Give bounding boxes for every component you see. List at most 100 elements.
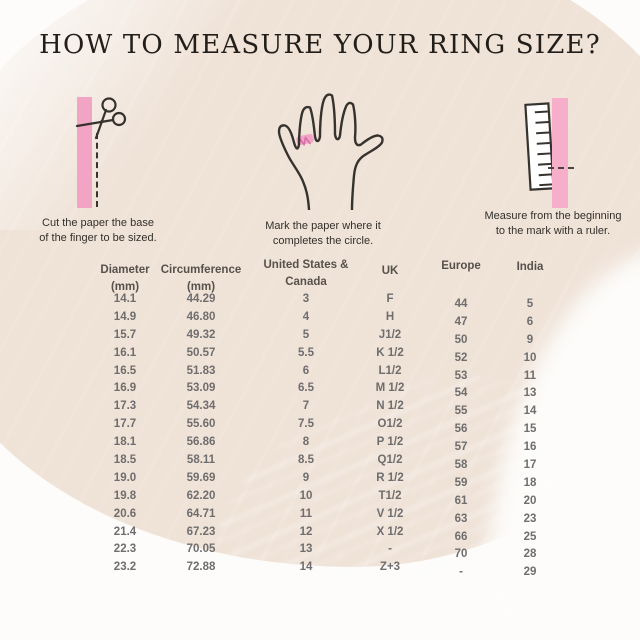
table-cell: 66 — [454, 530, 468, 543]
table-cell: N 1/2 — [376, 400, 404, 413]
table-cell: - — [459, 566, 463, 579]
table-cell: 28 — [523, 548, 537, 561]
table-cell: 5 — [526, 298, 534, 310]
table-cell: H — [385, 310, 395, 323]
table-cell: 59 — [454, 476, 468, 489]
page-title: HOW TO MEASURE YOUR RING SIZE? — [39, 30, 601, 60]
table-cell: 21.4 — [113, 525, 137, 538]
table-cell: 18.5 — [113, 454, 137, 467]
table-cell: 51.83 — [186, 364, 216, 377]
table-cell: 9 — [526, 333, 534, 346]
table-cell: 44.29 — [186, 293, 216, 305]
table-cell: 3 — [302, 293, 310, 305]
table-column-header: India — [516, 261, 544, 273]
table-cell: 62.20 — [186, 489, 216, 502]
table-cell: 46.80 — [186, 310, 216, 323]
table-cell: 17.3 — [113, 400, 137, 413]
cut-dashed-line — [96, 133, 98, 207]
table-cell: 47 — [454, 315, 468, 328]
table-cell: 6 — [302, 364, 310, 377]
table-cell: 19.0 — [113, 471, 137, 484]
table-cell: M 1/2 — [375, 382, 405, 395]
table-cell: 13 — [299, 543, 313, 556]
table-cell: 44 — [454, 298, 468, 310]
table-cell: L1/2 — [378, 364, 402, 377]
step-caption-cut: Cut the paper the base of the finger to … — [39, 217, 157, 244]
table-column-cells: F H J1/2 K 1/2 L1/2 M 1/2 N 1/2 O1/2 P 1/2 Q1/2 R … — [335, 291, 445, 577]
table-column-header: United States & Canada — [263, 259, 349, 288]
step-caption-measure: Measure from the beginning to the mark w… — [484, 210, 622, 237]
table-cell: 56.86 — [186, 436, 216, 449]
table-cell: 15 — [523, 423, 537, 436]
table-cell: 14.1 — [113, 293, 137, 305]
table-cell: 7 — [302, 400, 310, 413]
table-cell: 9 — [302, 471, 310, 484]
table-cell: 67.23 — [186, 525, 216, 538]
table-cell: 22.3 — [113, 543, 137, 556]
table-cell: 16 — [523, 441, 537, 454]
table-column-cells: 14.1 14.9 15.7 16.1 16.5 16.9 17.3 17.7 18.1 18.5… — [70, 291, 180, 577]
table-cell: 11 — [523, 369, 537, 382]
table-cell: 18 — [523, 476, 537, 489]
table-column-cells: 44 47 50 52 53 54 55 56 57 58 59 61 63 66 70 - — [406, 296, 516, 582]
table-cell: 50.57 — [186, 346, 216, 359]
table-cell: J1/2 — [378, 328, 402, 341]
table-cell: 15.7 — [113, 328, 137, 341]
table-column-cells: 44.29 46.80 49.32 50.57 51.83 53.09 54.34 55.60… — [146, 291, 256, 577]
ring-marker — [296, 133, 314, 146]
table-column-cells: 5 6 9 10 11 13 14 15 16 17 18 20 23 25 28 29 — [475, 296, 585, 582]
table-cell: 23.2 — [113, 561, 137, 574]
table-cell: P 1/2 — [376, 436, 404, 449]
table-cell: 5.5 — [298, 346, 314, 359]
table-cell: K 1/2 — [376, 346, 404, 359]
table-column-header: Circumference (mm) — [160, 264, 242, 293]
table-cell: 6 — [526, 315, 534, 328]
table-column: Europe 44 47 50 52 53 54 55 56 57 58 59 61 63 66 70 - — [406, 0, 516, 640]
table-cell: 17.7 — [113, 418, 137, 431]
table-cell: Q1/2 — [377, 454, 403, 467]
table-cell: 8 — [302, 436, 310, 449]
table-cell: 14 — [299, 561, 313, 574]
table-cell: 55.60 — [186, 418, 216, 431]
table-cell: 54 — [454, 387, 468, 400]
table-cell: 63 — [454, 512, 468, 525]
table-cell: - — [388, 543, 392, 556]
table-cell: 18.1 — [113, 436, 137, 449]
table-cell: 58 — [454, 459, 468, 472]
table-cell: 53.09 — [186, 382, 216, 395]
table-cell: 13 — [523, 387, 537, 400]
table-cell: 20.6 — [113, 507, 137, 520]
table-cell: 19.8 — [113, 489, 137, 502]
table-cell: 14 — [523, 405, 537, 418]
table-column: India 5 6 9 10 11 13 14 15 16 17 18 20 23 25 28 29 — [475, 0, 585, 640]
table-column: Circumference (mm) 44.29 46.80 49.32 50.57 51… — [146, 0, 256, 640]
table-cell: 56 — [454, 423, 468, 436]
table-column-header: Europe — [441, 260, 481, 272]
table-cell: 52 — [454, 351, 468, 364]
table-cell: 6.5 — [298, 382, 314, 395]
measure-mark-dashes — [548, 167, 574, 169]
table-column: UK F H J1/2 K 1/2 L1/2 M 1/2 N 1/2 O1/2 P 1/2 Q1/2… — [335, 0, 445, 640]
table-cell: 59.69 — [186, 471, 216, 484]
table-cell: 70.05 — [186, 543, 216, 556]
table-cell: 8.5 — [298, 454, 314, 467]
table-cell: 49.32 — [186, 328, 216, 341]
table-cell: 5 — [302, 328, 310, 341]
table-cell: 16.5 — [113, 364, 137, 377]
table-cell: 53 — [454, 369, 468, 382]
table-cell: 72.88 — [186, 561, 216, 574]
table-cell: 7.5 — [298, 418, 314, 431]
hand-icon — [277, 93, 384, 210]
table-cell: 54.34 — [186, 400, 216, 413]
table-column-cells: 3 4 5 5.5 6 6.5 7 7.5 8 8.5 9 10 11 12 13 14 — [251, 291, 361, 577]
table-cell: T1/2 — [378, 489, 402, 502]
table-cell: 20 — [523, 494, 537, 507]
table-cell: 23 — [523, 512, 537, 525]
table-cell: 57 — [454, 441, 468, 454]
table-cell: 70 — [454, 548, 468, 561]
table-column-header: Diameter (mm) — [100, 264, 150, 293]
table-cell: 61 — [454, 494, 468, 507]
table-cell: X 1/2 — [376, 525, 404, 538]
table-cell: 25 — [523, 530, 537, 543]
